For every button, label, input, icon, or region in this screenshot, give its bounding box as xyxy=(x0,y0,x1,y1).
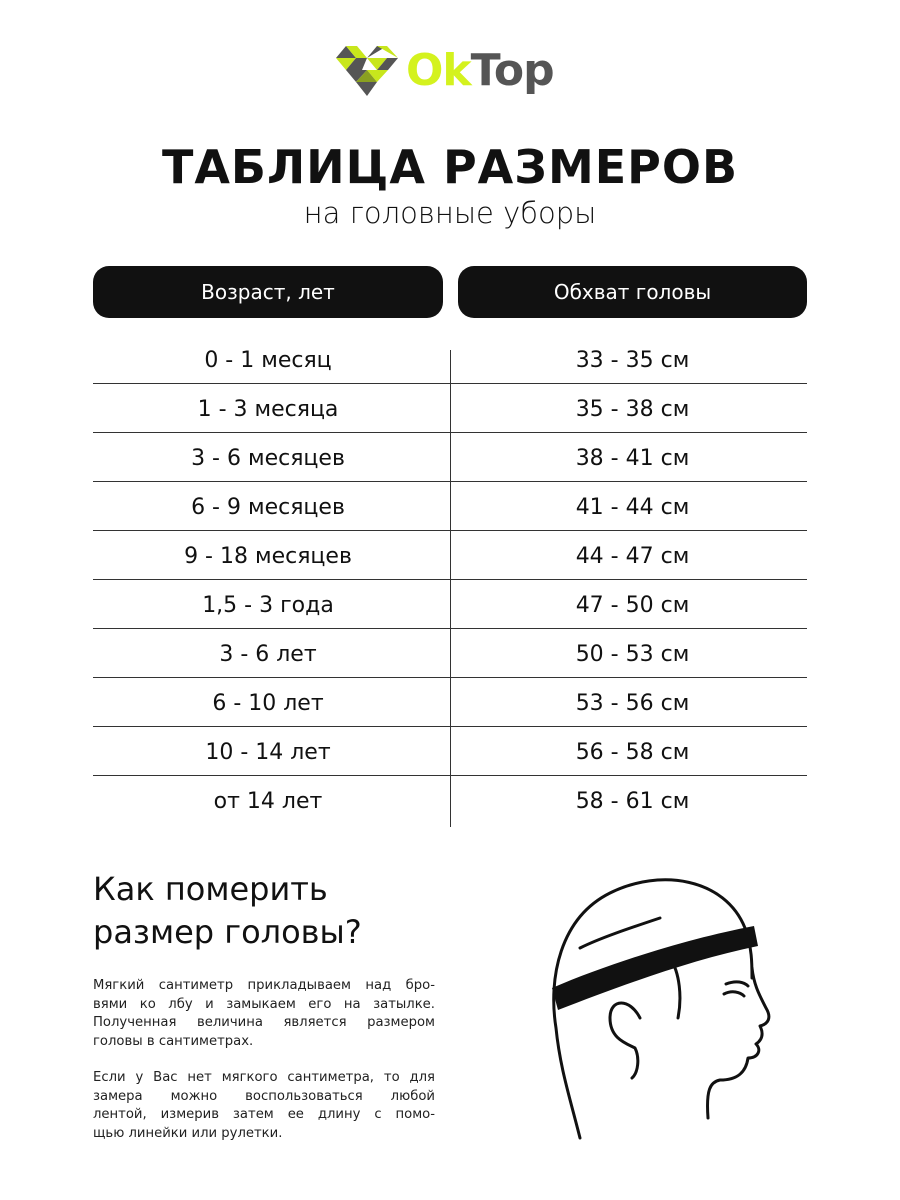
age-cell: 3 - 6 месяцев xyxy=(191,446,345,471)
header-head-circumference: Обхват головы xyxy=(458,266,807,318)
paragraph-line: Полученная величина является размером xyxy=(93,1015,435,1030)
head-measurement-illustration xyxy=(552,878,771,1140)
age-cell: 6 - 9 месяцев xyxy=(191,495,345,520)
age-cell: 9 - 18 месяцев xyxy=(184,544,352,569)
page-subtitle: на головные уборы xyxy=(303,196,597,230)
age-cell: 6 - 10 лет xyxy=(212,691,324,716)
paragraph-line: лентой, измерив затем ее длину с помо- xyxy=(93,1107,435,1122)
circumference-cell: 41 - 44 см xyxy=(575,495,690,520)
paragraph-line: Если у Вас нет мягкого сантиметра, то дл… xyxy=(93,1070,435,1085)
age-cell: от 14 лет xyxy=(213,789,323,814)
howto-heading: Как померить размер головы? xyxy=(93,868,362,954)
howto-heading-line: размер головы? xyxy=(93,913,362,951)
age-cell: 0 - 1 месяц xyxy=(204,348,332,373)
circumference-cell: 47 - 50 см xyxy=(575,593,690,618)
instruction-paragraph-2: Если у Вас нет мягкого сантиметра, то дл… xyxy=(93,1069,435,1143)
age-cell: 1 - 3 месяца xyxy=(197,397,339,422)
circumference-cell: 56 - 58 см xyxy=(575,740,690,765)
logo: OkTop xyxy=(336,45,555,96)
paragraph-line: щью линейки или рулетки. xyxy=(93,1125,283,1141)
column-divider xyxy=(450,350,451,827)
age-cell: 3 - 6 лет xyxy=(219,642,317,667)
paragraph-line: вями ко лбу и замыкаем его на затылке. xyxy=(93,996,435,1012)
paragraph-line: Мягкий сантиметр прикладываем над бро- xyxy=(93,978,435,993)
circumference-cell: 44 - 47 см xyxy=(575,544,690,569)
circumference-cell: 53 - 56 см xyxy=(575,691,690,716)
circumference-cell: 38 - 41 см xyxy=(575,446,690,471)
logo-top: Top xyxy=(470,45,555,96)
header-age: Возраст, лет xyxy=(93,266,443,318)
logo-ok: Ok xyxy=(406,45,472,96)
age-cell: 10 - 14 лет xyxy=(205,740,331,765)
circumference-cell: 58 - 61 см xyxy=(575,789,690,814)
age-cell: 1,5 - 3 года xyxy=(202,593,334,618)
logo-heart-icon xyxy=(336,45,398,96)
circumference-cell: 33 - 35 см xyxy=(575,348,690,373)
paragraph-line: головы в сантиметрах. xyxy=(93,1033,254,1049)
page-title: ТАБЛИЦА РАЗМЕРОВ xyxy=(161,140,739,194)
instruction-paragraph-1: Мягкий сантиметр прикладываем над бро-вя… xyxy=(93,977,435,1051)
circumference-cell: 50 - 53 см xyxy=(575,642,690,667)
circumference-cell: 35 - 38 см xyxy=(575,397,690,422)
paragraph-line: замера можно воспользоваться любой xyxy=(93,1088,435,1104)
howto-heading-line: Как померить xyxy=(93,870,328,908)
